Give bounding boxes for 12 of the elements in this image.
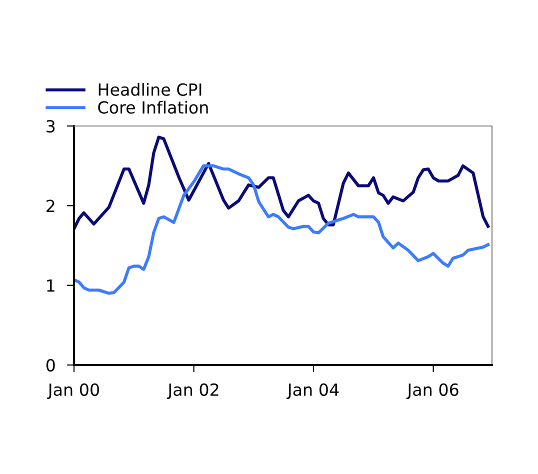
x-tick-label: Jan 00 <box>47 383 99 400</box>
y-tick-label: 2 <box>46 200 54 212</box>
line-series <box>74 164 490 295</box>
x-tick-label: Jan 04 <box>286 383 339 400</box>
y-tick-label: 1 <box>47 280 54 292</box>
x-tick-label: Jan 06 <box>406 383 458 400</box>
line-series <box>74 136 490 230</box>
x-tick-label: Jan 02 <box>166 383 218 400</box>
legend-label: Core Inflation <box>98 100 208 114</box>
legend-label: Headline CPI <box>98 83 202 96</box>
y-tick-label: 3 <box>46 120 55 133</box>
y-tick-label: 0 <box>46 358 55 372</box>
